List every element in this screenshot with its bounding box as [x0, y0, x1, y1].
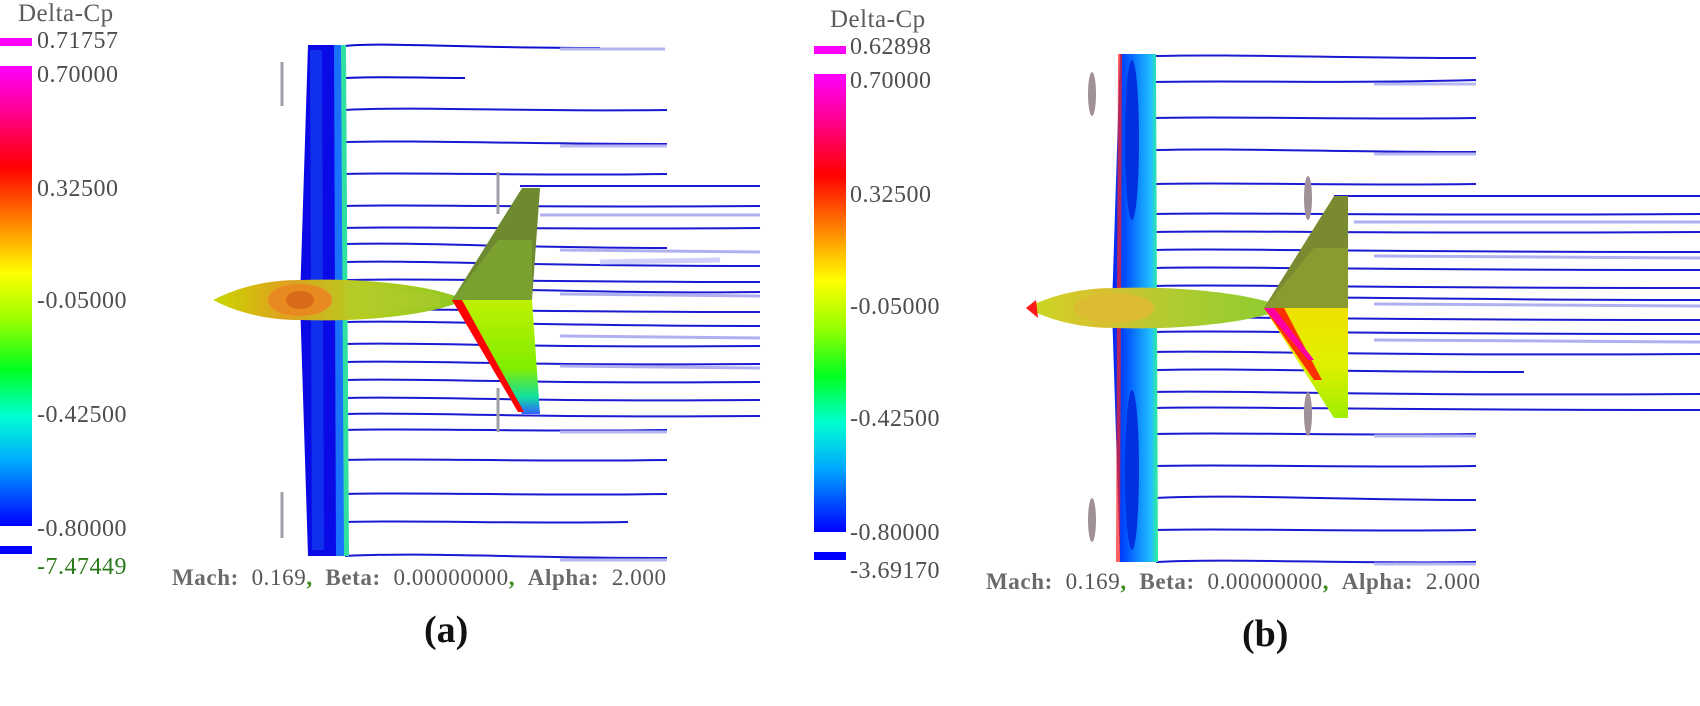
colorbar-tick-label: -0.05000: [37, 288, 127, 314]
flow-visualization-b: [814, 46, 1700, 566]
panel-a: Delta-Cp 0.71757 0.70000 0.32500 -0.0500…: [0, 0, 761, 651]
alpha-label: Alpha:: [527, 565, 600, 590]
separator: ,: [508, 565, 516, 590]
colorbar-tick-label: 0.32500: [37, 176, 119, 202]
mach-value: 0.169: [1065, 569, 1121, 594]
colorbar-max-value: 0.71757: [37, 28, 119, 54]
colorbar-gradient: [814, 74, 846, 532]
colorbar-tick-label: 0.32500: [850, 182, 932, 208]
colorbar-tick-label: 0.70000: [850, 68, 932, 94]
colorbar-over-swatch: [0, 38, 32, 46]
separator: ,: [1120, 569, 1127, 594]
panel-b: Delta-Cp 0.62898 0.70000 0.32500 -0.0500…: [814, 0, 1700, 706]
colorbar-tick-label: -0.42500: [850, 406, 940, 432]
alpha-value: 2.000: [611, 565, 667, 590]
colorbar-tick-label: -0.80000: [850, 520, 940, 546]
colorbar-min-value: -3.69170: [850, 558, 940, 584]
colorbar-tick-label: 0.70000: [37, 62, 119, 88]
colorbar-under-swatch: [0, 546, 32, 554]
colorbar-tick-label: -0.42500: [37, 402, 127, 428]
panel-label: (a): [424, 609, 469, 651]
beta-label: Beta:: [1139, 569, 1195, 594]
mach-label: Mach:: [172, 565, 239, 590]
flight-condition: Mach: 0.169, Beta: 0.00000000, Alpha: 2.…: [172, 565, 667, 591]
strut-markers: [1088, 72, 1312, 542]
alpha-label: Alpha:: [1341, 569, 1414, 594]
panel-label: (b): [1242, 613, 1289, 655]
fuselage: [213, 279, 455, 321]
separator: ,: [1322, 569, 1330, 594]
alpha-value: 2.000: [1425, 569, 1481, 594]
mach-label: Mach:: [986, 569, 1053, 594]
colorbar-max-value: 0.62898: [850, 34, 932, 60]
colorbar-over-swatch: [814, 46, 846, 54]
horizontal-tail: [1264, 196, 1348, 418]
beta-value: 0.00000000: [393, 565, 509, 590]
colorbar-tick-label: -0.05000: [850, 294, 940, 320]
colorbar-tick-label: -0.80000: [37, 516, 127, 542]
flight-condition: Mach: 0.169, Beta: 0.00000000, Alpha: 2.…: [986, 569, 1481, 595]
strut-markers: [280, 62, 500, 538]
colorbar-under-swatch: [814, 552, 846, 560]
fuselage: [1026, 287, 1269, 329]
beta-label: Beta:: [325, 565, 381, 590]
colorbar-gradient: [0, 66, 32, 526]
horizontal-tail: [452, 188, 540, 414]
separator: ,: [306, 565, 313, 590]
beta-value: 0.00000000: [1207, 569, 1323, 594]
flow-visualization-a: [0, 38, 761, 562]
colorbar-min-value: -7.47449: [37, 554, 127, 580]
colorbar-title: Delta-Cp: [830, 6, 926, 33]
colorbar-title: Delta-Cp: [18, 0, 114, 27]
mach-value: 0.169: [251, 565, 307, 590]
